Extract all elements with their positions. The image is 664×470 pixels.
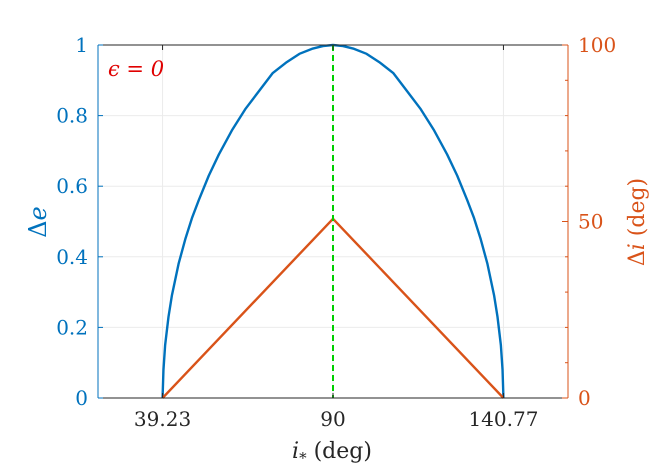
y-left-axis-label-var: e	[24, 206, 52, 220]
y-right-axis-label-unit: (deg)	[625, 178, 650, 243]
ticks: 39.23 90 140.77 0 0.2 0.4 0.6 0.8 1 0 50 100	[56, 33, 616, 431]
y-right-axis-label-prefix: Δ	[625, 250, 650, 266]
x-tick-label-2: 140.77	[468, 407, 538, 431]
y-right-tick-label-0: 0	[578, 386, 591, 410]
x-tick-label-1: 90	[320, 407, 345, 431]
x-axis-label-sub: *	[299, 449, 307, 467]
y-right-axis-label: Δi (deg)	[625, 178, 650, 266]
x-tick-label-0: 39.23	[134, 407, 191, 431]
x-axis-label: i* (deg)	[292, 439, 372, 467]
annotation: ϵ = 0	[108, 57, 164, 81]
y-left-axis-label-prefix: Δ	[24, 220, 52, 237]
y-left-axis-label: Δe	[24, 206, 52, 238]
y-left-tick-label-0: 0	[75, 386, 88, 410]
y-left-tick-label-3: 0.6	[56, 174, 88, 198]
y-left-tick-label-4: 0.8	[56, 104, 88, 128]
y-left-tick-label-2: 0.4	[56, 245, 88, 269]
y-right-axis-label-var: i	[625, 243, 650, 250]
y-left-tick-label-1: 0.2	[56, 315, 88, 339]
x-axis-label-var: i	[292, 439, 299, 464]
y-right-tick-label-2: 100	[578, 33, 616, 57]
y-left-tick-label-5: 1	[75, 33, 88, 57]
x-axis-label-unit: (deg)	[307, 439, 372, 464]
y-right-tick-label-1: 50	[578, 210, 603, 234]
